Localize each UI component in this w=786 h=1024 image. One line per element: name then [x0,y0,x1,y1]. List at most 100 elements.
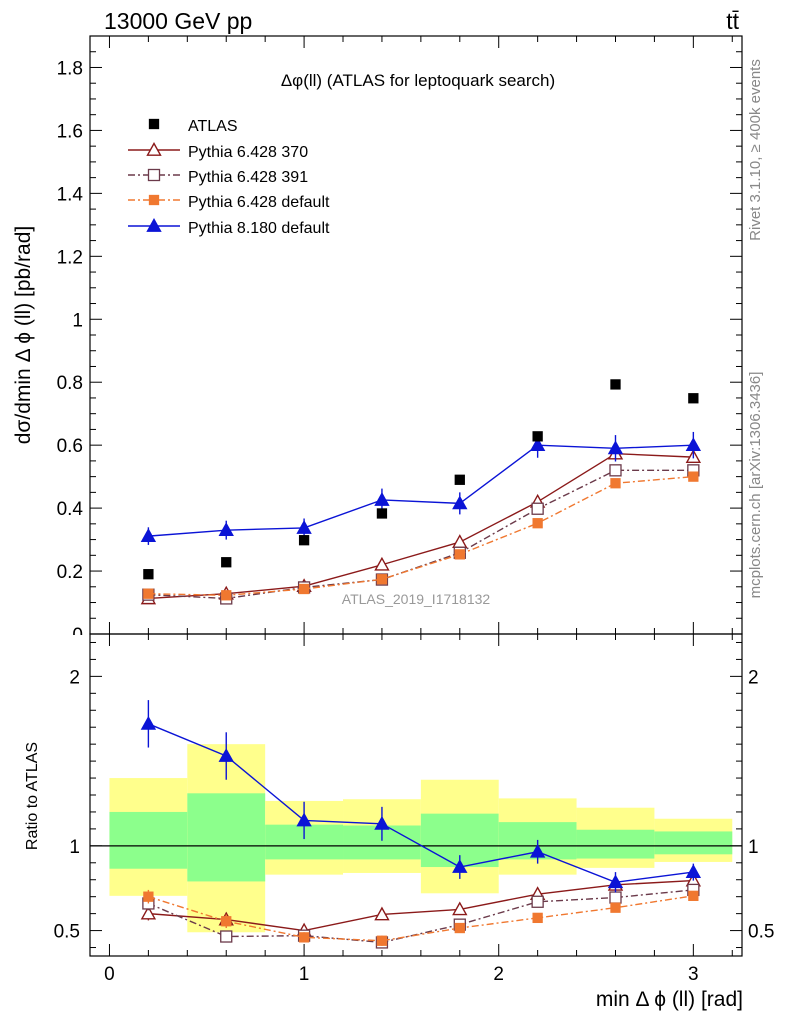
ratio-3-point-4 [452,859,468,873]
series-2-point-4 [454,549,465,560]
series-1-point-6 [609,464,622,477]
ratio-band-stat-6 [576,829,655,859]
y-tick-label-2: 0.6 [57,436,83,457]
series-line-3 [148,444,694,537]
series-3-point-6 [607,440,624,455]
ratio-2-point-5 [532,912,543,924]
y-tick-label-1: 0.4 [57,499,84,520]
series-0-point-3 [374,556,390,571]
legend-label-atlas: ATLAS [188,118,238,135]
data-point-4 [454,474,465,485]
process-label: tt̄ [726,8,739,34]
y-tick-label-7: 1.6 [57,121,83,142]
data-point-7 [688,393,699,404]
data-point-0 [143,569,154,580]
y-tick-label-8: 1.8 [57,58,83,79]
ratio-3-point-3 [374,815,390,830]
ratio-axis-label: Ratio to ATLAS [24,742,41,850]
series-0-point-4 [452,534,468,548]
data-point-5 [532,431,543,442]
series-3-point-5 [529,437,546,452]
ratio-2-point-1 [221,916,232,927]
legend-label-pythia8-default: Pythia 8.180 default [188,220,330,237]
ratio-2-point-7 [688,890,699,901]
ratio-0-point-3 [374,906,390,921]
ratio-2-point-3 [376,935,388,946]
ratio-1-point-1 [220,930,233,943]
data-point-3 [376,508,388,519]
series-2-point-6 [610,478,621,489]
x-tick-label-2: 2 [493,964,504,985]
legend-marker-1 [147,168,161,182]
ratio-line-2 [148,895,694,942]
ratio-2-point-4 [454,922,465,934]
x-tick-label-3: 3 [688,964,699,985]
legend-marker-3 [146,218,162,232]
ratio-line-3 [148,723,694,883]
x-tick-label-1: 1 [299,964,310,985]
ratio-y-tick-label-left-0: 0.5 [54,922,80,943]
series-3-point-7 [685,437,702,452]
series-1-point-5 [531,502,544,515]
legend-label-pythia6-default: Pythia 6.428 default [188,194,330,211]
y-axis-label: dσ/dmin Δ ϕ (ll) [pb/rad] [12,226,35,445]
legend-marker-0 [146,142,162,156]
ratio-2-point-6 [610,902,621,913]
ratio-0-point-4 [452,901,468,916]
ratio-3-point-6 [607,874,624,889]
ratio-y-tick-label-left-1: 1 [69,837,80,858]
x-axis-label: min Δ ϕ (ll) [rad] [596,988,743,1011]
series-2-point-0 [143,588,154,599]
series-line-0 [148,452,694,600]
ratio-y-tick-label-left-2: 2 [69,667,80,688]
series-2-point-3 [376,574,388,585]
data-point-2 [298,535,310,546]
energy-label: 13000 GeV pp [104,8,252,34]
ratio-2-point-0 [143,891,154,902]
legend: ATLAS Pythia 6.428 370 Pythia 6.428 391 … [128,118,330,237]
series-3-point-3 [374,491,390,506]
x-tick-label-0: 0 [104,964,115,985]
ratio-3-point-1 [218,748,234,762]
ratio-line-0 [148,879,694,932]
ratio-1-point-6 [609,891,622,904]
series-3-point-2 [296,519,312,534]
mcplots-label: mcplots.cern.ch [arXiv:1306.3436] [747,372,764,599]
data-point-1 [221,557,232,568]
ratio-band-stat-0 [109,811,188,869]
legend-label-pythia6-370: Pythia 6.428 370 [188,144,308,161]
ratio-line-1 [148,889,694,944]
series-3-point-1 [218,522,234,537]
ratio-0-point-0 [140,905,157,920]
legend-marker-2 [148,194,160,206]
series-2-point-7 [688,471,699,482]
series-3-point-4 [452,495,468,510]
ratio-band-stat-1 [187,793,266,882]
rivet-version-label: Rivet 3.1.10, ≥ 400k events [747,59,764,241]
y-tick-label-3: 0.8 [57,373,83,394]
ratio-3-point-0 [140,715,157,730]
y-tick-label-6: 1.4 [57,184,84,205]
legend-marker-atlas [148,118,160,130]
chart-title: Δφ(ll) (ATLAS for leptoquark search) [281,71,555,90]
data-point-6 [610,379,621,390]
legend-label-pythia6-391: Pythia 6.428 391 [188,169,308,186]
y-tick-label-4: 1 [72,310,83,331]
series-line-2 [148,475,694,596]
ratio-y-tick-label-right-2: 2 [748,667,759,688]
ratio-band-stat-7 [654,831,733,855]
ratio-3-point-7 [685,864,702,879]
ratio-3-point-5 [529,843,546,858]
y-tick-label-5: 1.2 [57,247,83,268]
ratio-3-point-2 [296,812,312,827]
series-2-point-2 [298,583,310,595]
series-3-point-0 [140,528,157,543]
ratio-2-point-2 [298,932,310,943]
series-2-point-5 [532,518,543,529]
y-tick-label-0: 0.2 [57,562,83,583]
analysis-watermark: ATLAS_2019_I1718132 [342,591,491,607]
ratio-y-tick-label-right-1: 1 [748,837,759,858]
ratio-1-point-5 [531,895,544,908]
series-2-point-1 [221,590,232,601]
